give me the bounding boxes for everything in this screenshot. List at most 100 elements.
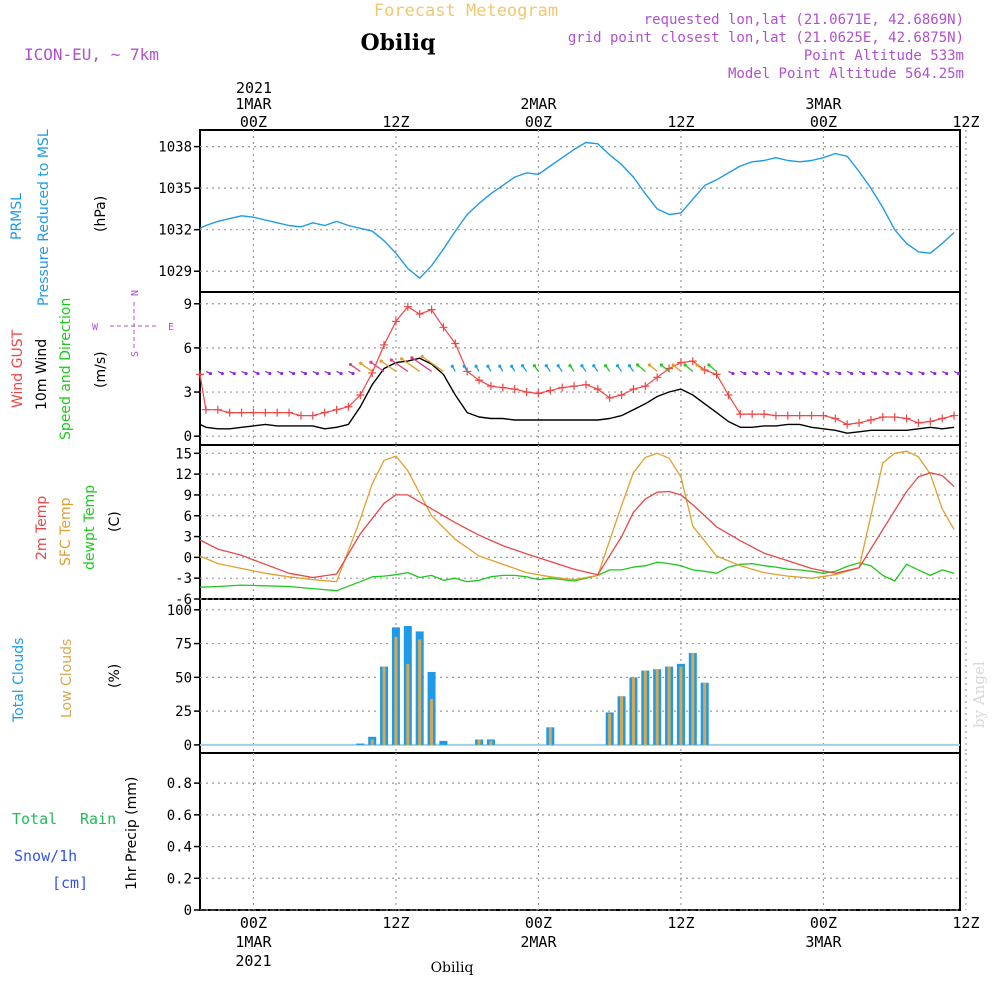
ytick-label-precip: 0.2 xyxy=(167,871,192,887)
precip-unit: 1hr Precip (mm) xyxy=(124,777,140,890)
wind-labels: Wind GUST 10m Wind Speed and Direction (… xyxy=(10,298,109,440)
wind-arrow-head xyxy=(462,364,466,368)
wind-arrow-head xyxy=(790,371,794,376)
wind-arrow-head xyxy=(359,361,363,366)
gust-point-marker xyxy=(546,386,555,395)
wind-arrow-head xyxy=(256,371,260,376)
precip-labels: Total Rain Snow/1h [cm] 1hr Precip (mm) xyxy=(12,777,140,892)
low-cloud-bar xyxy=(631,677,635,745)
pressure-labels: PRMSL Pressure Reduced to MSL (hPa) xyxy=(9,129,109,306)
ytick-label-pressure: 1038 xyxy=(158,140,192,156)
wind-arrow-head xyxy=(933,371,937,376)
wind-arrow-head xyxy=(683,363,687,367)
sfc-temp-line xyxy=(199,450,955,583)
gust-point-marker xyxy=(510,385,519,394)
gust-point-marker xyxy=(558,383,567,392)
wind-unit: (m/s) xyxy=(93,351,109,388)
gust-point-marker xyxy=(356,390,365,399)
y-axis-ticks: 10291032103510380369-6-30369121502550751… xyxy=(158,140,200,919)
top-hour-label: 00Z xyxy=(240,113,267,131)
pressure-panel-frame xyxy=(199,129,961,293)
wind-arrow xyxy=(401,358,421,372)
bottom-hour-label: 12Z xyxy=(667,914,694,932)
ytick-label-clouds: 100 xyxy=(167,603,192,619)
clouds-label-total: Total Clouds xyxy=(11,638,27,723)
ytick-label-precip: 0 xyxy=(184,903,192,919)
wind-arrow-head xyxy=(671,363,675,367)
ytick-label-temp: 6 xyxy=(184,509,192,525)
temp-label-sfc: SFC Temp xyxy=(58,497,74,566)
gust-point-marker xyxy=(391,317,400,326)
low-cloud-bar xyxy=(548,727,552,745)
point-altitude: Point Altitude 533m xyxy=(804,48,964,64)
gust-point-marker xyxy=(498,383,507,392)
top-year-label: 2021 xyxy=(236,79,272,97)
gust-point-marker xyxy=(641,382,650,391)
gust-point-marker xyxy=(926,417,935,426)
top-hour-label: 12Z xyxy=(382,113,409,131)
low-cloud-bar xyxy=(620,696,624,745)
wind-arrow-head xyxy=(351,371,355,376)
gust-point-marker xyxy=(712,370,721,379)
gust-point-marker xyxy=(878,413,887,422)
gust-point-marker xyxy=(237,408,246,417)
clouds-labels: Total Clouds Low Clouds (%) xyxy=(11,638,123,723)
wind-arrow-head xyxy=(873,371,878,376)
wind-arrow-head xyxy=(268,371,272,376)
wind-arrow xyxy=(660,364,670,372)
wind-arrow-head xyxy=(232,371,236,376)
wind-arrow-head xyxy=(327,371,331,376)
gust-point-marker xyxy=(724,390,733,399)
wind-arrow-head xyxy=(580,364,584,368)
gust-point-marker xyxy=(688,357,697,366)
ytick-label-precip: 0.4 xyxy=(167,840,192,856)
wind-arrow xyxy=(708,364,717,372)
ytick-label-temp: 3 xyxy=(184,530,192,546)
wind-arrow-head xyxy=(731,371,735,376)
bottom-year-label: 2021 xyxy=(235,952,271,970)
wind-arrow-head xyxy=(348,362,353,367)
wind-arrow-head xyxy=(743,371,747,376)
compass-s: S xyxy=(130,351,141,357)
wind-arrow xyxy=(380,360,397,372)
bottom-date-label: 3MAR xyxy=(805,933,842,951)
temp-labels: 2m Temp SFC Temp dewpt Temp (C) xyxy=(34,485,123,570)
low-cloud-bar xyxy=(667,666,671,745)
wind-arrow-head xyxy=(450,364,454,368)
wind-arrow-head xyxy=(695,363,699,367)
wind-arrow xyxy=(350,364,361,372)
ytick-label-clouds: 75 xyxy=(175,637,192,653)
ytick-label-pressure: 1029 xyxy=(158,264,192,280)
model-altitude: Model Point Altitude 564.25m xyxy=(728,66,964,82)
wind-arrow-head xyxy=(303,371,308,376)
wind-label-gust: Wind GUST xyxy=(10,329,26,408)
bottom-hour-label: 00Z xyxy=(810,914,837,932)
top-hour-label: 00Z xyxy=(525,113,552,131)
gust-point-marker xyxy=(225,408,234,417)
wind-arrow-head xyxy=(510,364,514,368)
wind-label-10m: 10m Wind xyxy=(34,339,50,410)
wind-arrow-head xyxy=(339,371,343,376)
wind-arrow-head xyxy=(369,360,373,364)
ytick-label-wind: 6 xyxy=(184,341,192,357)
wind-arrow-head xyxy=(627,364,632,368)
gust-point-marker xyxy=(902,414,911,423)
gust-point-marker xyxy=(380,340,389,349)
wind-arrow xyxy=(421,355,444,372)
wind-arrow-head xyxy=(520,364,525,368)
wind-arrow-head xyxy=(544,364,548,368)
gust-point-marker xyxy=(427,305,436,314)
gust-point-marker xyxy=(783,411,792,420)
wind-arrow xyxy=(411,357,432,372)
gust-point-marker xyxy=(249,408,258,417)
wind-arrow-head xyxy=(885,371,889,376)
gust-point-marker xyxy=(332,405,341,414)
top-date-label: 2MAR xyxy=(520,95,557,113)
wind-arrow-head xyxy=(802,371,806,376)
gust-point-marker xyxy=(605,393,614,402)
wind-arrow-head xyxy=(647,363,652,367)
clouds-unit: (%) xyxy=(107,664,123,688)
low-cloud-bar xyxy=(691,653,695,745)
pressure-unit: (hPa) xyxy=(93,196,109,232)
